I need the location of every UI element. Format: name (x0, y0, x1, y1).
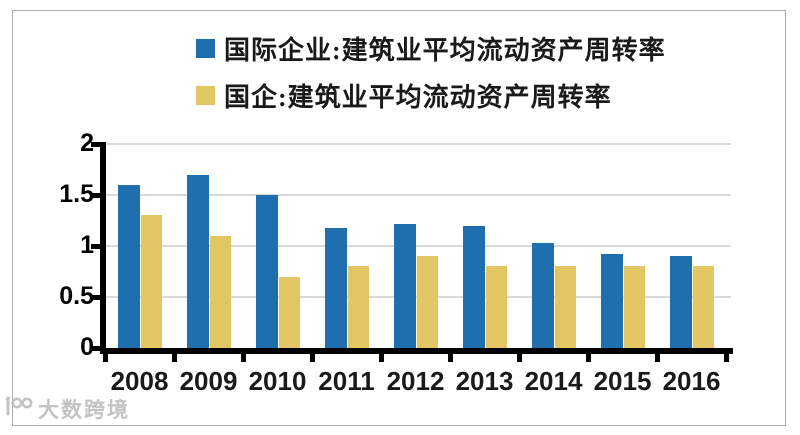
bar-2016-yellow (693, 266, 714, 348)
legend-item-international: 国际企业:建筑业平均流动资产周转率 (196, 33, 666, 65)
bar-2015-blue (601, 254, 623, 348)
legend-label-international: 国际企业:建筑业平均流动资产周转率 (224, 35, 666, 65)
y-tick-label-2: 2 (80, 129, 94, 157)
x-tick-4 (379, 352, 384, 362)
bar-2008-yellow (141, 215, 162, 348)
x-tick-label-2014: 2014 (524, 366, 583, 396)
watermark: 大数跨境 (4, 394, 130, 424)
y-tick-label-1.5: 1.5 (59, 180, 94, 208)
x-tick-9 (724, 352, 729, 362)
bar-2009-yellow (210, 235, 231, 348)
bar-2013-blue (463, 225, 485, 348)
bar-2011-yellow (348, 266, 369, 348)
bar-2013-yellow (486, 266, 507, 348)
watermark-text: 大数跨境 (38, 399, 130, 422)
bar-2011-blue (325, 227, 347, 348)
y-tick-1 (91, 244, 102, 249)
x-tick-0 (103, 352, 108, 362)
bar-2009-blue (187, 174, 209, 348)
y-axis-line (100, 142, 106, 354)
x-tick-label-2011: 2011 (318, 366, 375, 396)
x-tick-label-2013: 2013 (455, 366, 514, 396)
bar-2012-blue (394, 223, 416, 348)
watermark-logo-icon (4, 395, 34, 424)
x-tick-3 (310, 352, 315, 362)
x-tick-label-2012: 2012 (386, 366, 445, 396)
bar-2010-yellow (279, 276, 300, 348)
gridline-1 (105, 245, 731, 247)
x-tick-2 (241, 352, 246, 362)
x-tick-label-2008: 2008 (110, 366, 169, 396)
y-tick-label-1: 1 (80, 231, 94, 259)
bar-2014-blue (532, 242, 554, 348)
y-tick-2 (91, 142, 102, 147)
gridline-1.5 (105, 194, 731, 196)
bar-2015-yellow (624, 266, 645, 348)
y-tick-label-0.5: 0.5 (59, 282, 94, 310)
legend-label-soe: 国企:建筑业平均流动资产周转率 (224, 82, 612, 112)
x-tick-label-2010: 2010 (248, 366, 307, 396)
y-tick-0 (91, 346, 102, 351)
y-tick-1.5 (91, 193, 102, 198)
x-tick-1 (172, 352, 177, 362)
legend-item-soe: 国企:建筑业平均流动资产周转率 (196, 80, 612, 112)
bar-2010-blue (256, 195, 278, 348)
bar-2012-yellow (417, 256, 438, 348)
x-tick-5 (448, 352, 453, 362)
x-axis-line (100, 348, 733, 354)
legend-swatch-blue-icon (196, 38, 215, 58)
x-tick-label-2009: 2009 (179, 366, 238, 396)
x-tick-7 (586, 352, 591, 362)
x-tick-8 (655, 352, 660, 362)
x-tick-label-2016: 2016 (662, 366, 721, 396)
y-tick-0.5 (91, 295, 102, 300)
bar-2008-blue (118, 184, 140, 348)
x-tick-label-2015: 2015 (593, 366, 652, 396)
y-tick-label-0: 0 (80, 333, 94, 361)
x-tick-6 (517, 352, 522, 362)
bar-2014-yellow (555, 266, 576, 348)
legend-swatch-yellow-icon (196, 85, 215, 105)
bar-2016-blue (670, 256, 692, 348)
gridline-2 (105, 143, 731, 145)
